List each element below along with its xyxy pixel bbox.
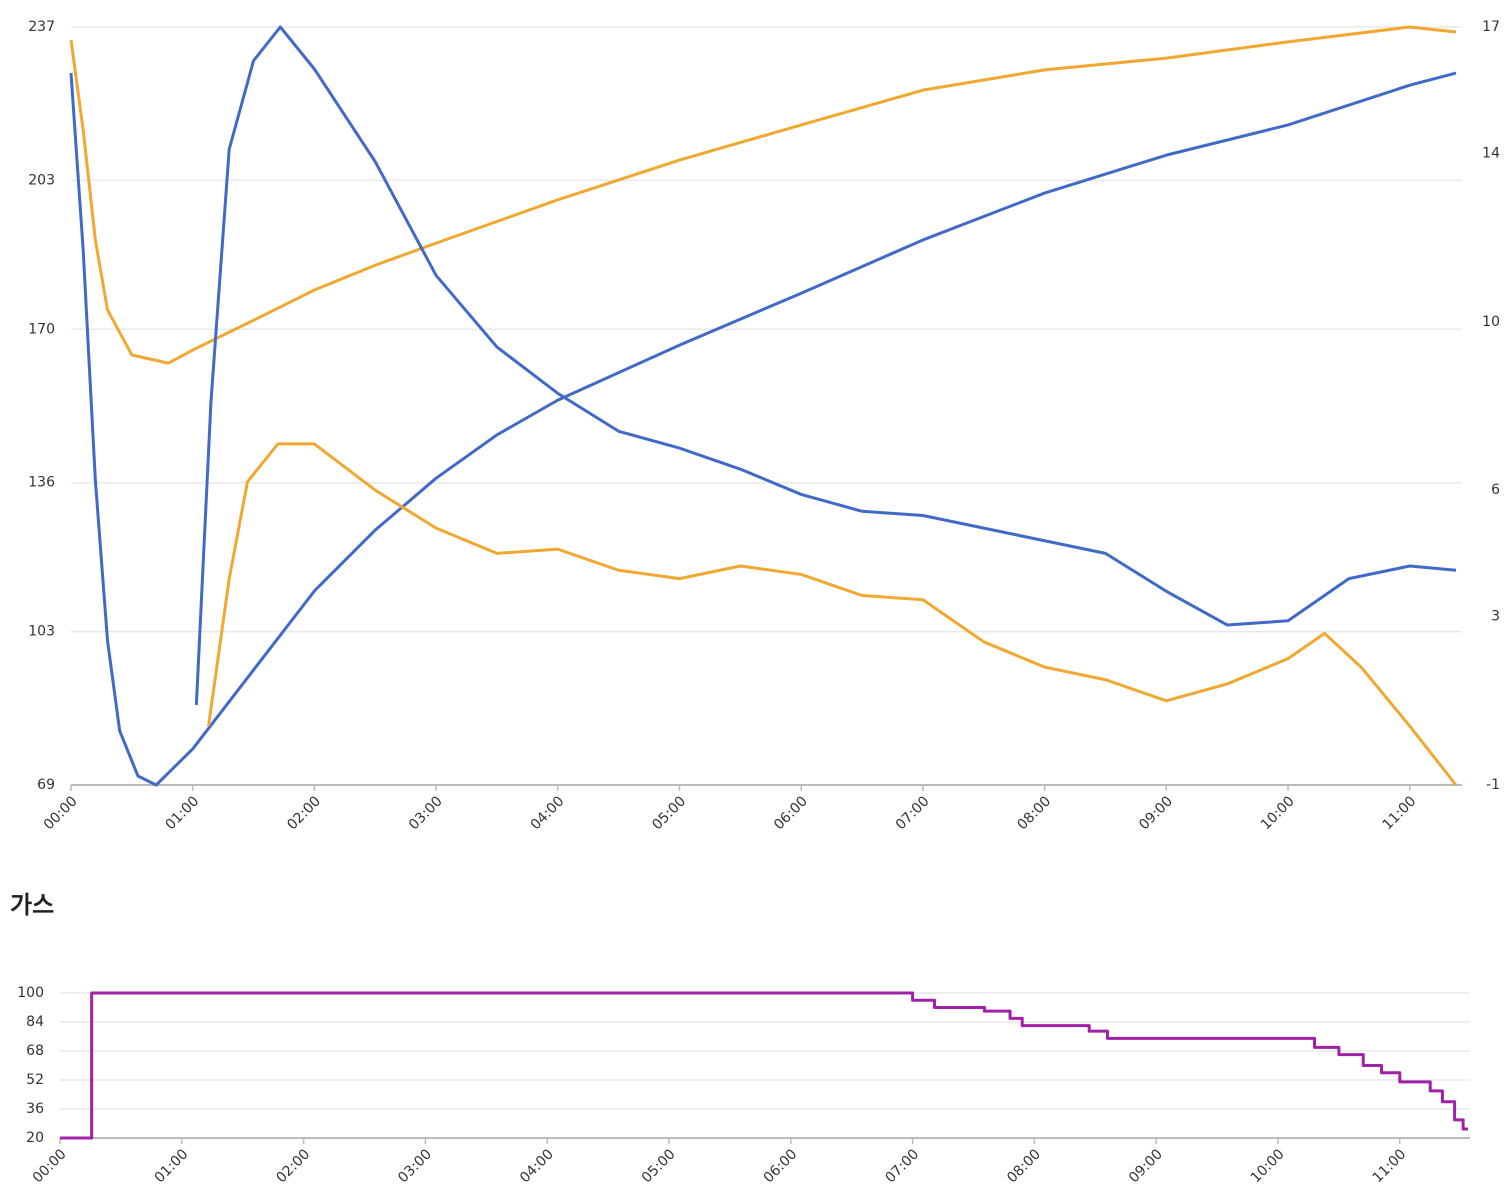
- y-tick-label: 203: [28, 172, 55, 188]
- x-tick-label: 10:00: [1248, 1146, 1288, 1186]
- y-tick-label: 36: [26, 1101, 44, 1117]
- x-tick-label: 03:00: [395, 1146, 435, 1186]
- x-tick-label: 08:00: [1004, 1146, 1044, 1186]
- x-tick-label: 06:00: [771, 793, 811, 833]
- y2-tick-label: 3: [1491, 609, 1500, 625]
- x-tick-label: 09:00: [1126, 1146, 1166, 1186]
- y-tick-label: 52: [26, 1072, 44, 1088]
- series-line: [60, 991, 1468, 1140]
- x-tick-label: 11:00: [1370, 1146, 1410, 1186]
- series-line: [69, 25, 1457, 365]
- x-tick-label: 00:00: [30, 1146, 70, 1186]
- y-tick-label: 20: [26, 1130, 44, 1146]
- x-tick-label: 07:00: [893, 793, 933, 833]
- x-tick-label: 05:00: [639, 1146, 679, 1186]
- y-tick-label: 103: [28, 624, 55, 640]
- x-tick-label: 05:00: [649, 793, 689, 833]
- x-tick-label: 00:00: [41, 793, 81, 833]
- y-tick-label: 68: [26, 1043, 44, 1059]
- y2-tick-label: -1: [1486, 777, 1500, 793]
- y-tick-label: 237: [28, 19, 55, 35]
- x-tick-label: 08:00: [1014, 793, 1054, 833]
- y2-tick-label: 14: [1482, 145, 1500, 161]
- y-tick-label: 136: [28, 475, 55, 491]
- x-tick-label: 04:00: [517, 1146, 557, 1186]
- y-tick-label: 170: [28, 321, 55, 337]
- y2-tick-label: 10: [1482, 314, 1500, 330]
- x-tick-label: 07:00: [882, 1146, 922, 1186]
- y-tick-label: 100: [17, 985, 44, 1001]
- x-tick-label: 03:00: [406, 793, 446, 833]
- y-tick-label: 84: [26, 1014, 44, 1030]
- series-line: [207, 442, 1458, 786]
- series-line: [194, 25, 1457, 706]
- x-tick-label: 01:00: [163, 793, 203, 833]
- chart-title: 가스: [10, 891, 54, 919]
- x-tick-label: 01:00: [152, 1146, 192, 1186]
- x-tick-label: 06:00: [761, 1146, 801, 1186]
- x-tick-label: 02:00: [273, 1146, 313, 1186]
- y2-tick-label: 6: [1491, 482, 1500, 498]
- x-tick-label: 09:00: [1136, 793, 1176, 833]
- y2-tick-label: 17: [1482, 19, 1500, 35]
- x-tick-label: 04:00: [528, 793, 568, 833]
- x-tick-label: 02:00: [284, 793, 324, 833]
- x-tick-label: 10:00: [1258, 793, 1298, 833]
- series-line: [69, 71, 1457, 787]
- x-tick-label: 11:00: [1380, 793, 1420, 833]
- y-tick-label: 69: [37, 777, 55, 793]
